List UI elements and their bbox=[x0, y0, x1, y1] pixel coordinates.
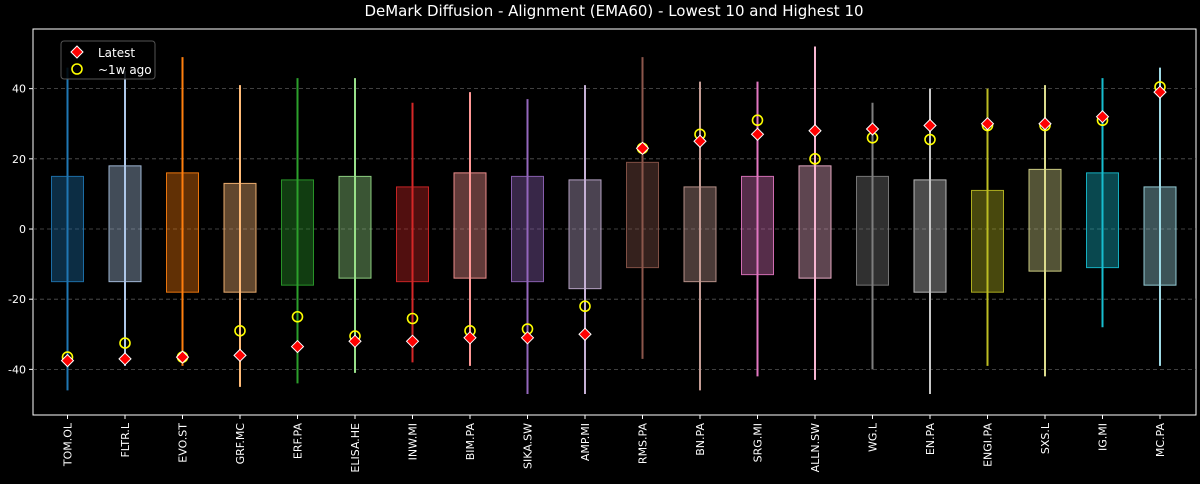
y-tick-label: -20 bbox=[8, 293, 26, 306]
x-tick-label: FLTR.L bbox=[119, 422, 132, 457]
latest-marker bbox=[1095, 110, 1110, 124]
latest-marker bbox=[348, 334, 362, 349]
y-tick-label: 0 bbox=[19, 223, 26, 236]
latest-marker bbox=[980, 117, 995, 131]
y-tick-label: -40 bbox=[8, 363, 26, 376]
markers bbox=[60, 81, 1167, 368]
x-tick-label: INW.MI bbox=[407, 423, 420, 460]
week-ago-marker bbox=[119, 337, 131, 349]
x-tick-label: ELISA.HE bbox=[349, 423, 362, 473]
range-whiskers bbox=[66, 46, 1161, 394]
range-box bbox=[166, 172, 199, 293]
latest-marker bbox=[635, 141, 650, 156]
grid-lines bbox=[33, 88, 1196, 370]
range-box bbox=[396, 186, 429, 283]
range-box bbox=[856, 175, 889, 286]
range-box bbox=[51, 175, 84, 283]
latest-marker bbox=[693, 134, 707, 148]
range-boxes bbox=[51, 161, 1177, 293]
week-ago-marker bbox=[579, 300, 591, 313]
legend-label-latest: Latest bbox=[98, 46, 135, 60]
range-box bbox=[913, 179, 947, 293]
x-tick-label: TOM.OL bbox=[62, 422, 75, 467]
plot-frame bbox=[32, 28, 1197, 416]
x-tick-label: SIKA.SW bbox=[522, 423, 535, 469]
range-box bbox=[1028, 168, 1062, 272]
range-box bbox=[281, 179, 314, 286]
range-box bbox=[798, 165, 832, 279]
range-box bbox=[568, 179, 602, 290]
week-ago-marker bbox=[809, 153, 821, 165]
x-tick-label: SXS.L bbox=[1039, 422, 1052, 454]
x-tick-label: MC.PA bbox=[1154, 423, 1167, 458]
latest-marker bbox=[233, 348, 247, 363]
range-box bbox=[453, 172, 487, 279]
range-box bbox=[626, 161, 659, 269]
latest-marker bbox=[923, 118, 937, 133]
week-ago-marker bbox=[751, 114, 764, 127]
latest-marker bbox=[118, 352, 132, 366]
legend-label-week-ago: ~1w ago bbox=[98, 63, 152, 77]
x-tick-label: ENGI.PA bbox=[982, 423, 995, 467]
x-tick-label: AMP.MI bbox=[579, 423, 592, 461]
y-tick-label: 40 bbox=[12, 83, 26, 96]
legend-circle-icon bbox=[71, 63, 83, 75]
legend: Latest ~1w ago bbox=[60, 40, 156, 80]
latest-marker bbox=[463, 331, 477, 345]
x-tick-label: ERF.PA bbox=[292, 423, 305, 460]
x-tick-label: BIM.PA bbox=[464, 423, 477, 461]
latest-marker bbox=[865, 122, 880, 136]
x-axis-ticks: TOM.OL FLTR.L EVO.ST GRF.MC ERF.PA ELISA.HE IN… bbox=[62, 415, 1167, 473]
latest-marker bbox=[60, 353, 75, 368]
latest-marker bbox=[175, 350, 190, 364]
range-box bbox=[971, 189, 1004, 293]
x-tick-label: IG.MI bbox=[1097, 423, 1110, 451]
range-box bbox=[683, 186, 717, 283]
range-box bbox=[338, 175, 372, 279]
y-tick-label: 20 bbox=[12, 153, 26, 166]
x-tick-label: WG.L bbox=[867, 422, 880, 452]
latest-marker bbox=[1038, 117, 1052, 131]
x-tick-label: ALLN.SW bbox=[809, 423, 822, 472]
latest-marker bbox=[578, 327, 592, 341]
range-box bbox=[511, 175, 544, 283]
legend-diamond-icon bbox=[70, 45, 84, 59]
x-tick-label: RMS.PA bbox=[637, 423, 650, 465]
x-tick-label: GRF.MC bbox=[234, 423, 247, 465]
week-ago-marker bbox=[234, 324, 246, 337]
x-tick-label: EN.PA bbox=[924, 423, 937, 456]
chart-title: DeMark Diffusion - Alignment (EMA60) - L… bbox=[364, 2, 863, 20]
latest-marker bbox=[290, 339, 305, 354]
latest-marker bbox=[405, 334, 420, 349]
x-tick-label: BN.PA bbox=[694, 423, 707, 456]
latest-marker bbox=[808, 124, 822, 138]
latest-marker bbox=[750, 127, 765, 141]
range-box bbox=[741, 175, 774, 276]
latest-marker bbox=[520, 331, 535, 345]
x-tick-label: EVO.ST bbox=[177, 423, 190, 463]
week-ago-marker bbox=[291, 310, 304, 323]
week-ago-marker bbox=[924, 133, 936, 146]
range-box bbox=[223, 182, 257, 293]
latest-marker bbox=[1153, 85, 1167, 99]
week-ago-marker bbox=[406, 312, 419, 325]
range-box bbox=[108, 165, 142, 283]
range-box bbox=[1086, 172, 1119, 269]
y-axis-ticks: -40 -20 0 20 40 bbox=[8, 83, 33, 376]
x-tick-label: SRG.MI bbox=[752, 423, 765, 462]
range-box bbox=[1143, 186, 1177, 286]
legend-box bbox=[60, 40, 156, 80]
